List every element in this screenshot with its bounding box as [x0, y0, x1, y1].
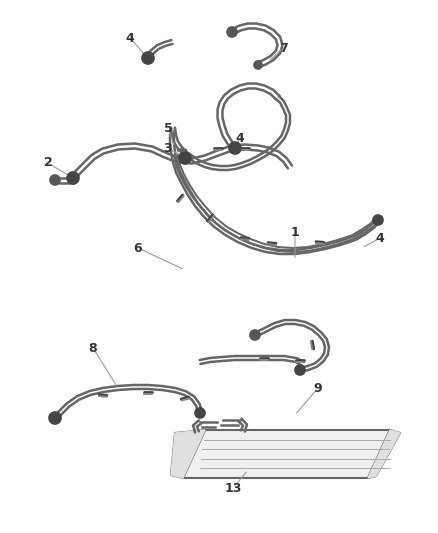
Text: 4: 4 — [126, 31, 134, 44]
Text: 8: 8 — [88, 342, 97, 354]
Polygon shape — [171, 430, 205, 478]
Circle shape — [296, 366, 304, 374]
Text: 1: 1 — [291, 225, 300, 238]
Text: 4: 4 — [376, 231, 385, 245]
Circle shape — [180, 153, 190, 163]
Text: 13: 13 — [224, 481, 242, 495]
Text: 4: 4 — [236, 132, 244, 144]
Circle shape — [51, 176, 59, 184]
Circle shape — [230, 143, 240, 153]
Text: 7: 7 — [279, 42, 287, 54]
Text: 9: 9 — [314, 382, 322, 394]
Circle shape — [255, 62, 261, 68]
Circle shape — [228, 28, 236, 36]
Text: 6: 6 — [134, 241, 142, 254]
Circle shape — [50, 413, 60, 423]
Circle shape — [196, 409, 204, 417]
Polygon shape — [368, 430, 400, 478]
Text: 5: 5 — [164, 122, 173, 134]
Circle shape — [374, 216, 382, 224]
Circle shape — [68, 173, 78, 183]
Circle shape — [251, 331, 259, 339]
Text: 2: 2 — [44, 157, 53, 169]
Text: 3: 3 — [164, 141, 172, 155]
Circle shape — [143, 53, 153, 63]
Polygon shape — [183, 430, 390, 478]
